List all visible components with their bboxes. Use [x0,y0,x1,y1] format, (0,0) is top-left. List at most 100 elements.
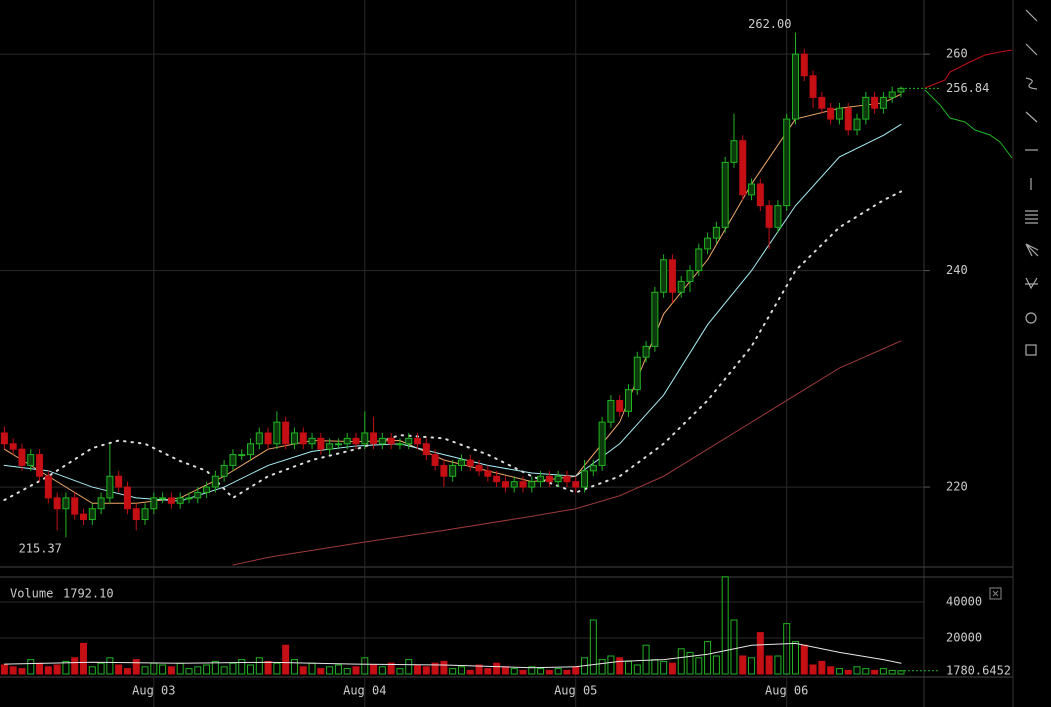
volume-bar [598,659,606,675]
candle-body [774,205,782,228]
candle-body [633,356,641,391]
candle-body [721,161,729,228]
candle-body [800,53,808,77]
indicator-line [3,123,902,502]
volume-bar [18,668,26,675]
candle-body [343,437,351,445]
close-button[interactable] [989,587,1002,600]
volume-bar [203,664,211,675]
candle-body [150,497,158,510]
volume-bar [71,657,79,675]
candle-body [624,389,632,412]
volume-bar [211,660,219,675]
candle-body [897,87,905,93]
candle-body [290,432,298,445]
candle-body [862,96,870,120]
candle-body [748,183,756,196]
candle-body [853,118,861,131]
volume-bar [220,666,228,675]
candle-body [844,107,852,131]
candle-body [299,432,307,445]
candle-body [194,491,202,499]
toolbar [1025,9,1039,356]
volume-bar [466,669,474,675]
tool-fib[interactable] [1025,210,1038,224]
candle-body [80,513,88,521]
candle-body [677,280,685,293]
tool-circle[interactable] [1025,312,1037,324]
volume-bar [159,664,167,675]
candle-body [229,454,237,466]
candle-body [598,421,606,466]
volume-bar [290,659,298,675]
volume-bar [9,666,17,675]
volume-bar [405,659,413,675]
candle-body [0,432,8,445]
candle-body [176,497,184,504]
volume-bar [396,668,404,675]
volume-bar [765,655,773,675]
volume-bar [123,668,131,675]
volume-bar [800,644,808,675]
volume-bar [862,668,870,675]
volume-bar [510,668,518,675]
tool-ray[interactable] [1025,43,1038,56]
volume-bar [791,641,799,675]
tool-rect[interactable] [1025,344,1037,356]
candle-body [712,226,720,239]
volume-bar [80,642,88,675]
depth-asks [924,49,1013,89]
volume-tick-label: 40000 [946,595,982,609]
volume-bar [545,669,553,675]
tool-curve[interactable] [1025,77,1038,90]
candle-body [405,437,413,445]
volume-bar [238,659,246,675]
candle-body [651,291,659,347]
volume-bar [282,644,290,675]
tool-pitchfork[interactable] [1025,277,1038,290]
volume-bar [97,662,105,675]
candle-body [783,118,791,207]
volume-bar [633,664,641,675]
candle-body [88,508,96,521]
indicator-line [3,190,902,502]
tool-arrow[interactable] [1025,111,1038,123]
candle-body [475,464,483,472]
tool-line[interactable] [1025,9,1038,22]
candle-body [466,459,474,466]
candle-body [440,464,448,477]
volume-bar [273,662,281,675]
volume-bar [317,668,325,675]
volume-bar [624,660,632,675]
volume-bar [264,660,272,675]
volume-bar [334,664,342,675]
candle-body [115,475,123,488]
volume-ma [3,642,902,669]
volume-bar [660,660,668,675]
candle-body [607,399,615,423]
candle-body [818,96,826,109]
tool-fan[interactable] [1025,243,1039,257]
candle-body [827,107,835,120]
volume-readout: 1792.10 [63,587,114,601]
volume-bar [167,666,175,675]
candle-body [352,437,360,445]
candle-body [528,481,536,488]
candle-body [132,508,140,521]
candle-body [414,437,422,445]
volume-bar [449,668,457,675]
volume-bar [748,657,756,675]
candle-body [123,486,131,510]
volume-bar [501,666,509,675]
volume-bar [695,657,703,675]
candle-body [668,259,676,293]
volume-bar [879,668,887,675]
candle-body [519,481,527,488]
candle-body [185,497,193,500]
candle-body [616,399,624,412]
candle-body [537,475,545,483]
candle-body [220,464,228,477]
candle-body [449,464,457,477]
volume-bar [457,666,465,675]
